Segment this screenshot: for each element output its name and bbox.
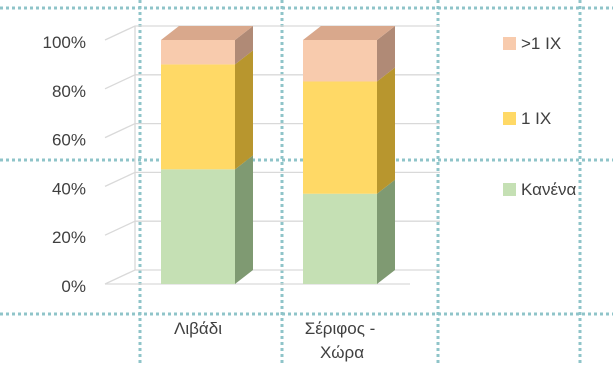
bar-side-0-1	[235, 50, 253, 170]
legend-label: 1 ΙΧ	[521, 109, 551, 128]
category-label: Λιβάδι	[174, 319, 222, 338]
legend-label: >1 ΙΧ	[521, 34, 561, 53]
legend: >1 ΙΧ 1 ΙΧ Κανένα	[503, 34, 577, 199]
bar-segment-1-1	[303, 81, 377, 194]
legend-swatch	[503, 112, 516, 125]
category-label-line: Λιβάδι	[174, 319, 222, 338]
legend-label: Κανένα	[521, 180, 577, 199]
bar-side-1-0	[377, 179, 395, 284]
bar-top-1	[303, 26, 395, 40]
category-label-line: Σέριφος -	[305, 319, 376, 338]
category-label-line: Χώρα	[320, 343, 364, 362]
y-tick-label: 20%	[52, 228, 86, 247]
bar-segment-1-0	[303, 193, 377, 284]
bar-side-0-0	[235, 155, 253, 284]
bar-side-0-2	[235, 26, 253, 65]
category-labels: Λιβάδι Σέριφος - Χώρα	[174, 319, 375, 362]
y-tick-label: 100%	[43, 33, 86, 52]
legend-swatch	[503, 37, 516, 50]
bar-segment-0-0	[161, 169, 235, 284]
bar-segment-0-1	[161, 64, 235, 170]
y-tick-label: 80%	[52, 82, 86, 101]
bar-side-1-1	[377, 67, 395, 194]
bars	[161, 26, 395, 284]
bar-segment-0-2	[161, 40, 235, 65]
bar-side-1-2	[377, 26, 395, 82]
bar-segment-1-2	[303, 40, 377, 82]
y-tick-label: 0%	[61, 277, 86, 296]
y-tick-label: 60%	[52, 131, 86, 150]
y-axis-ticks: 0% 20% 40% 60% 80% 100%	[43, 33, 86, 296]
category-label: Σέριφος - Χώρα	[305, 319, 376, 362]
legend-swatch	[503, 183, 516, 196]
y-tick-label: 40%	[52, 179, 86, 198]
bar-top-0	[161, 26, 253, 40]
